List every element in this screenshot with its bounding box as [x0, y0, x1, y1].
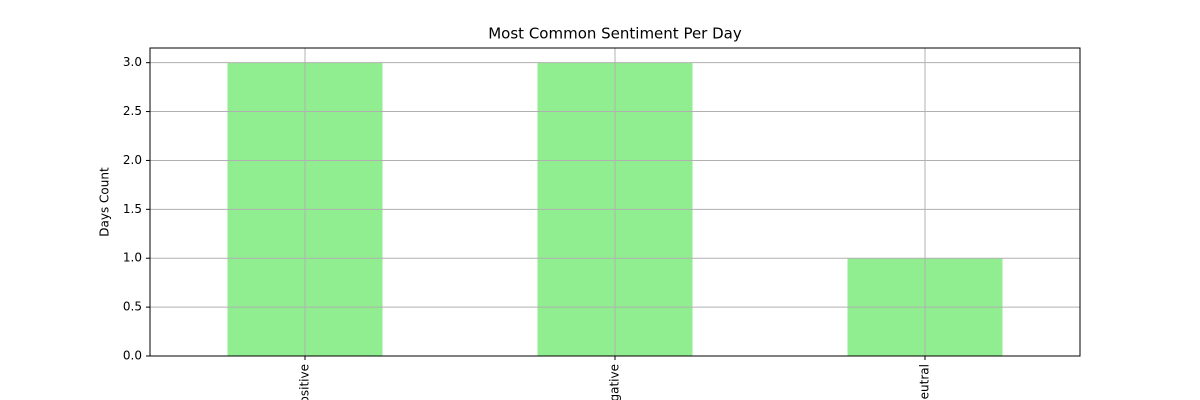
- plot-frame: [149, 47, 1081, 357]
- y-tick-label: 0.0: [123, 349, 142, 363]
- x-tick-label: Negative: [608, 364, 622, 400]
- y-tick-label: 1.0: [123, 251, 142, 265]
- x-tick-label: Neutral: [918, 364, 932, 400]
- y-tick-label: 0.5: [123, 300, 142, 314]
- x-tick-label: Positive: [298, 364, 312, 400]
- y-axis-label: Days Count: [98, 167, 112, 237]
- y-tick-label: 3.0: [123, 55, 142, 69]
- y-tick-label: 1.5: [123, 202, 142, 216]
- y-tick-label: 2.5: [123, 104, 142, 118]
- chart-title: Most Common Sentiment Per Day: [488, 25, 742, 43]
- y-tick-label: 2.0: [123, 153, 142, 167]
